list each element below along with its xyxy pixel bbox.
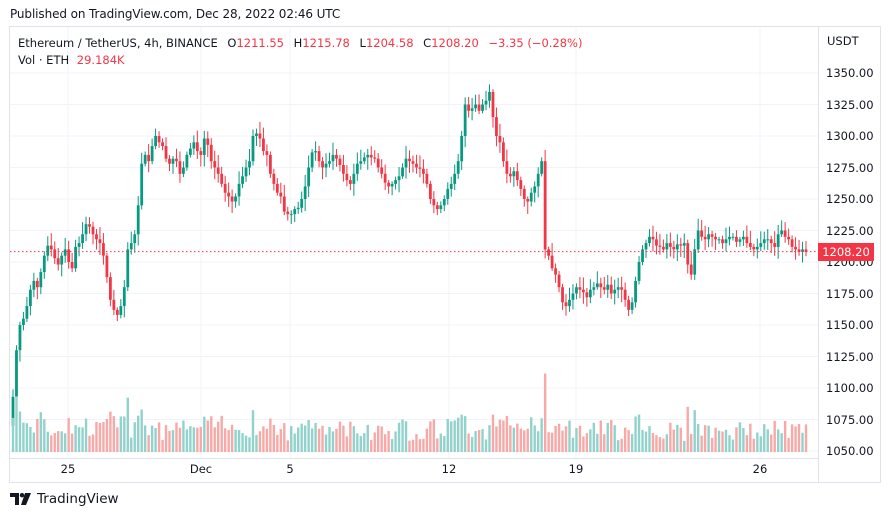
chart-plot-area[interactable] (10, 27, 818, 458)
price-tick: 1175.00 (826, 286, 874, 301)
time-axis[interactable] (10, 458, 818, 483)
time-tick: Dec (189, 462, 213, 476)
time-tick: 12 (441, 462, 457, 476)
ohlc-row: Ethereum / TetherUS, 4h, BINANCE O1211.5… (18, 35, 582, 52)
chart-frame (9, 26, 881, 483)
candlestick-chart (10, 27, 818, 458)
volume-value: 29.184K (76, 53, 125, 67)
time-tick: 5 (286, 462, 294, 476)
low-label: L (359, 36, 366, 50)
price-tick: 1225.00 (826, 223, 874, 238)
footer-brand[interactable]: TradingView (10, 491, 119, 507)
brand-name: TradingView (37, 491, 119, 507)
high-value: 1215.78 (302, 36, 350, 50)
price-tick: 1350.00 (826, 66, 874, 80)
close-label: C (423, 36, 432, 50)
price-tick: 1050.00 (826, 444, 874, 458)
time-tick: 25 (60, 462, 76, 476)
currency-unit: USDT (827, 34, 859, 48)
low-value: 1204.58 (365, 36, 414, 50)
tradingview-logo-icon (10, 493, 31, 505)
chart-legend: Ethereum / TetherUS, 4h, BINANCE O1211.5… (18, 35, 582, 69)
volume-label[interactable]: Vol · ETH (18, 53, 70, 67)
price-tick: 1150.00 (826, 318, 874, 332)
open-label: O (227, 36, 237, 50)
price-tick: 1325.00 (826, 97, 874, 112)
time-tick: 19 (568, 462, 584, 476)
price-tick: 1075.00 (826, 412, 874, 427)
time-tick: 26 (752, 462, 768, 476)
price-tick: 1250.00 (826, 192, 874, 206)
high-label: H (293, 36, 303, 50)
published-caption: Published on TradingView.com, Dec 28, 20… (10, 7, 341, 21)
symbol-label[interactable]: Ethereum / TetherUS, 4h, BINANCE (18, 36, 218, 50)
price-tick: 1100.00 (826, 381, 874, 395)
price-tick: 1125.00 (826, 349, 874, 364)
price-tick: 1300.00 (826, 129, 874, 143)
open-value: 1211.55 (236, 36, 284, 50)
change-value: −3.35 (−0.28%) (488, 36, 583, 50)
close-value: 1208.20 (431, 36, 479, 50)
volume-row: Vol · ETH 29.184K (18, 52, 582, 69)
price-tick: 1275.00 (826, 160, 874, 175)
current-price-tag: 1208.20 (818, 242, 874, 261)
